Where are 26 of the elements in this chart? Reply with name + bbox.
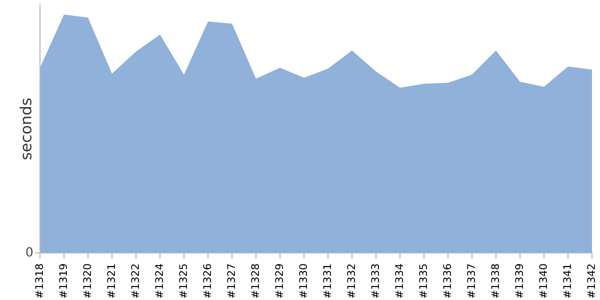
x-tick-label: #1334	[395, 264, 404, 298]
x-tick-label: #1340	[539, 264, 548, 298]
x-tick-label: #1339	[515, 264, 524, 298]
x-tick-label: #1330	[299, 264, 308, 298]
x-tick-label: #1331	[323, 264, 332, 298]
x-tick-label: #1341	[563, 264, 572, 298]
y-axis-title: seconds	[20, 98, 32, 160]
x-tick-label: #1322	[131, 264, 140, 298]
x-tick-label: #1329	[275, 264, 284, 298]
x-tick-label: #1328	[251, 264, 260, 298]
x-tick-label: #1342	[587, 264, 596, 298]
text: 0	[26, 247, 33, 257]
x-tick-label: #1318	[35, 264, 44, 298]
x-tick-label: #1333	[371, 264, 380, 298]
x-tick-label: #1319	[59, 264, 68, 298]
x-tick-label: #1336	[443, 264, 452, 298]
x-tick-label: #1338	[491, 264, 500, 298]
x-tick-label: #1327	[227, 264, 236, 298]
x-tick-label: #1335	[419, 264, 428, 298]
x-tick-label: #1321	[107, 264, 116, 298]
x-tick-label: #1324	[155, 264, 164, 298]
x-tick-label: #1326	[203, 264, 212, 298]
x-tick-label: #1332	[347, 264, 356, 298]
x-tick-label: #1325	[179, 264, 188, 298]
x-tick-label: #1337	[467, 264, 476, 298]
x-tick-label: #1320	[83, 264, 92, 298]
